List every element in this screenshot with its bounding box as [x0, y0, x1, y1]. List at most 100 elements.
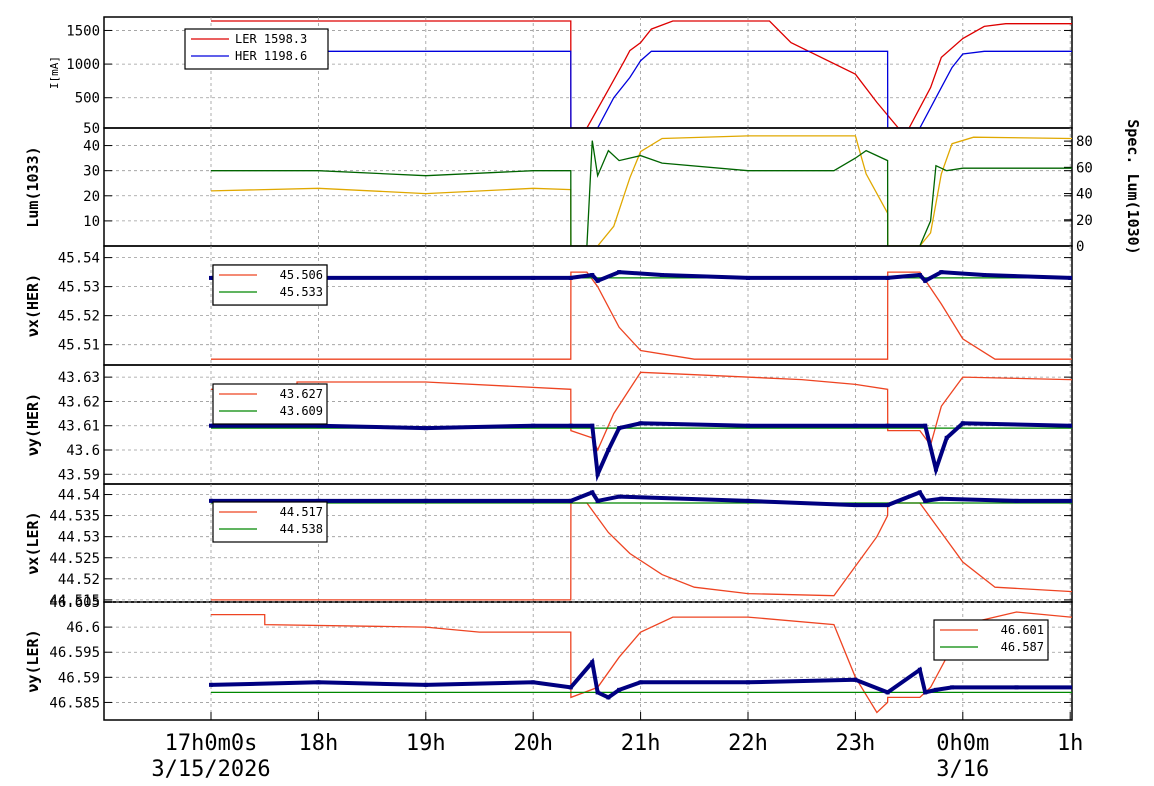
legend-box [212, 383, 328, 425]
data-point [746, 498, 750, 503]
data-point [960, 421, 965, 426]
legend: LER 1598.3 HER 1198.6 [184, 28, 329, 70]
data-point [595, 690, 600, 695]
x-date-label: 3/15/2026 [151, 757, 270, 782]
data-point [939, 496, 944, 501]
data-point [885, 275, 890, 280]
data-point [617, 426, 622, 431]
data-point [923, 690, 928, 695]
data-point [423, 426, 428, 431]
data-point [917, 490, 922, 495]
y-tick-label: 1000 [66, 57, 100, 73]
y-tick-label: 500 [75, 91, 100, 107]
legend-label: 44.538 [280, 522, 323, 536]
data-point [531, 680, 536, 685]
legend-box [212, 501, 328, 543]
y-tick-label: 46.585 [49, 695, 100, 711]
data-point [933, 687, 938, 692]
y2-tick-label: 0 [1076, 239, 1084, 255]
y-tick-label: 45.52 [58, 309, 100, 325]
series-line [211, 50, 1072, 128]
data-point [885, 423, 890, 428]
legend-label: 44.517 [280, 505, 323, 519]
data-point [638, 421, 643, 426]
data-point [531, 423, 536, 428]
legend-box [212, 264, 328, 306]
data-point [746, 423, 750, 428]
panel-6: 46.585 46.59 46.595 46.6 46.605 νy(LER) 46.601… [24, 595, 1073, 721]
data-point [638, 680, 643, 685]
data-point [209, 423, 213, 428]
data-point [746, 680, 750, 685]
data-point [595, 472, 600, 477]
y-tick-label: 43.63 [58, 370, 100, 386]
legend-box [184, 28, 329, 70]
legend: 45.506 45.533 [212, 264, 328, 306]
data-point [853, 275, 858, 280]
data-point [617, 494, 622, 499]
panel-1: 50 500 1000 1500 I[mA] LER 1598.3 HER 1198.6 [48, 16, 1073, 137]
panel-frame [103, 601, 1073, 721]
x-tick-label: 17h0m0s [165, 731, 258, 756]
series-group [211, 20, 1072, 128]
x-tick-label: 22h [728, 731, 768, 756]
data-point [1014, 498, 1019, 503]
y-axis-label: νy(HER) [24, 393, 42, 456]
data-point [917, 273, 922, 278]
y-tick-label: 43.6 [66, 443, 100, 459]
data-point [853, 503, 858, 508]
data-point [1068, 275, 1072, 280]
y-tick-label: 44.52 [58, 572, 100, 588]
y-tick-label: 43.59 [58, 467, 100, 483]
series-line [211, 271, 1072, 360]
data-point [568, 498, 573, 503]
data-point [423, 682, 428, 687]
y-tick-label: 46.595 [49, 645, 100, 661]
data-point [660, 273, 665, 278]
y2-tick-label: 80 [1076, 134, 1093, 150]
y-tick-label: 40 [83, 139, 100, 155]
x-tick-label: 0h0m [936, 731, 989, 756]
data-point [590, 490, 595, 495]
y-tick-label: 45.51 [58, 338, 100, 354]
series-group [209, 371, 1072, 482]
series-line [211, 489, 1072, 508]
data-point [885, 690, 890, 695]
data-point [568, 275, 573, 280]
y2-axis-label: Spec. Lum(1030) [1124, 119, 1142, 254]
data-point [917, 667, 922, 672]
data-point [590, 423, 595, 428]
legend-label: LER 1598.3 [235, 32, 307, 46]
series-line [211, 421, 1072, 482]
data-point [746, 275, 750, 280]
legend-label: 46.601 [1001, 623, 1044, 637]
data-point [853, 423, 858, 428]
y-axis-label: νx(LER) [24, 511, 42, 574]
legend-box [933, 619, 1049, 661]
legend-label: 43.627 [280, 387, 323, 401]
series-line [211, 502, 1072, 601]
x-date-label: 3/16 [936, 757, 989, 782]
data-point [606, 448, 611, 452]
y-tick-label: 44.535 [49, 509, 100, 525]
data-point [606, 695, 611, 700]
panel-5: 44.515 44.52 44.525 44.53 44.535 44.54 νx(LER)… [24, 483, 1073, 609]
data-point [316, 680, 321, 685]
data-point [316, 423, 321, 428]
series-line [210, 135, 1072, 246]
data-point [209, 682, 213, 687]
panel-3: 45.51 45.52 45.53 45.54 νx(HER) 45.506 45.533 [24, 245, 1073, 366]
series-group [209, 270, 1072, 360]
y-tick-label: 44.53 [58, 530, 100, 546]
data-point [423, 498, 428, 503]
x-tick-label: 23h [836, 731, 876, 756]
data-point [568, 423, 573, 428]
data-point [944, 435, 949, 440]
series-line [211, 371, 1072, 452]
y-tick-label: 45.53 [58, 280, 100, 296]
data-point [923, 498, 928, 503]
series-line [211, 140, 1072, 246]
x-axis: 17h0m0s 18h 19h 20h 21h 22h 23h 0h0m 1h 3/15/2026… [151, 712, 1083, 782]
data-point [590, 273, 595, 278]
